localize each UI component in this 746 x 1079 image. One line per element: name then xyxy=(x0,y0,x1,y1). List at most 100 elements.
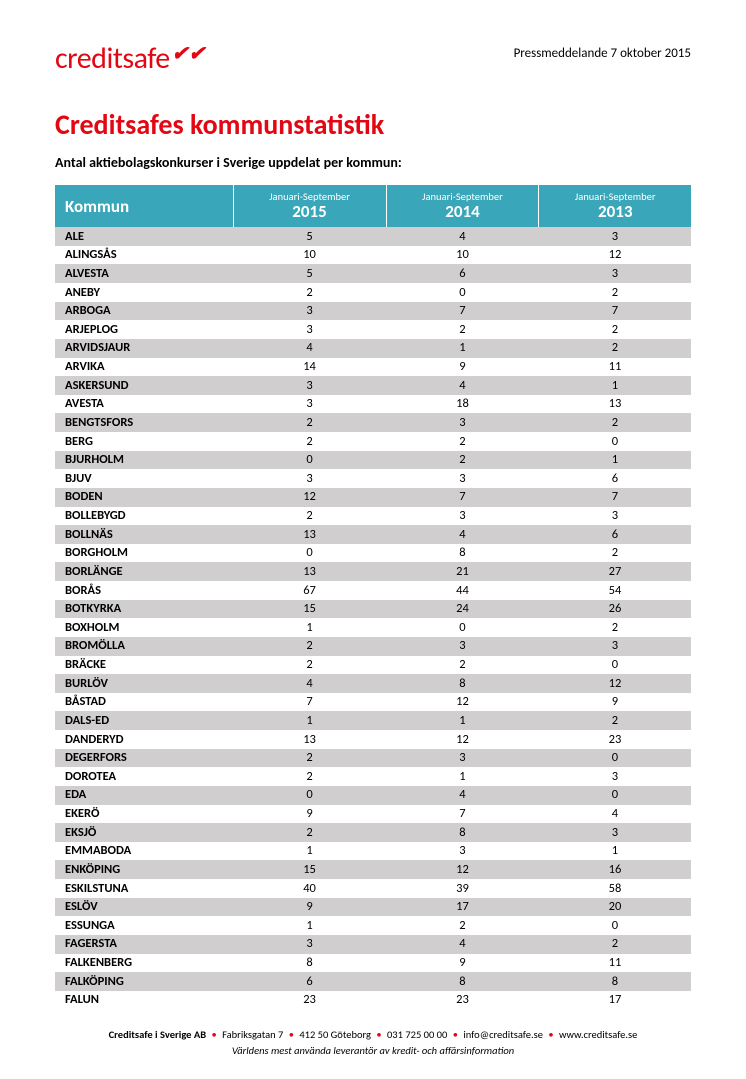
separator-icon: • xyxy=(545,1028,556,1041)
cell-value: 67 xyxy=(233,581,386,600)
press-release-line: Pressmeddelande 7 oktober 2015 xyxy=(514,40,691,61)
table-row: AVESTA31813 xyxy=(55,395,691,414)
table-row: ARVIKA14911 xyxy=(55,358,691,377)
cell-value: 3 xyxy=(386,507,539,526)
cell-value: 4 xyxy=(233,674,386,693)
cell-value: 16 xyxy=(539,860,691,879)
year-label: 2014 xyxy=(391,203,535,222)
cell-kommun: ESSUNGA xyxy=(55,916,233,935)
cell-value: 7 xyxy=(386,302,539,321)
cell-kommun: ARBOGA xyxy=(55,302,233,321)
cell-value: 44 xyxy=(386,581,539,600)
col-year-2: Januari-September 2013 xyxy=(539,185,691,227)
cell-value: 3 xyxy=(539,507,691,526)
cell-kommun: BJUV xyxy=(55,469,233,488)
cell-value: 2 xyxy=(233,767,386,786)
cell-kommun: EDA xyxy=(55,786,233,805)
logo-text: creditsafe xyxy=(55,40,170,77)
cell-value: 2 xyxy=(539,339,691,358)
cell-value: 0 xyxy=(233,544,386,563)
table-row: BOLLEBYGD233 xyxy=(55,507,691,526)
cell-value: 1 xyxy=(539,451,691,470)
table-row: ASKERSUND341 xyxy=(55,376,691,395)
cell-value: 7 xyxy=(386,488,539,507)
cell-kommun: BODEN xyxy=(55,488,233,507)
cell-value: 3 xyxy=(539,823,691,842)
cell-kommun: BOLLEBYGD xyxy=(55,507,233,526)
cell-value: 23 xyxy=(386,991,539,1010)
cell-value: 4 xyxy=(386,935,539,954)
cell-kommun: ALVESTA xyxy=(55,264,233,283)
table-row: BENGTSFORS232 xyxy=(55,413,691,432)
cell-kommun: BORGHOLM xyxy=(55,544,233,563)
cell-value: 39 xyxy=(386,879,539,898)
cell-kommun: FALUN xyxy=(55,991,233,1010)
cell-value: 2 xyxy=(539,283,691,302)
cell-kommun: BERG xyxy=(55,432,233,451)
cell-value: 9 xyxy=(233,805,386,824)
table-row: DOROTEA213 xyxy=(55,767,691,786)
table-row: BODEN1277 xyxy=(55,488,691,507)
cell-value: 3 xyxy=(233,469,386,488)
cell-value: 2 xyxy=(233,413,386,432)
year-label: 2015 xyxy=(238,203,382,222)
cell-kommun: EKERÖ xyxy=(55,805,233,824)
cell-value: 4 xyxy=(386,376,539,395)
cell-value: 11 xyxy=(539,954,691,973)
cell-value: 1 xyxy=(233,842,386,861)
table-row: BORLÄNGE132127 xyxy=(55,562,691,581)
cell-value: 2 xyxy=(233,823,386,842)
footer: Creditsafe i Sverige AB • Fabriksgatan 7… xyxy=(55,1027,691,1059)
col-kommun: Kommun xyxy=(55,185,233,227)
table-row: ESLÖV91720 xyxy=(55,898,691,917)
cell-value: 2 xyxy=(539,618,691,637)
cell-value: 2 xyxy=(386,451,539,470)
footer-tagline: Världens mest använda leverantör av kred… xyxy=(55,1043,691,1059)
separator-icon: • xyxy=(286,1028,297,1041)
table-row: FALUN232317 xyxy=(55,991,691,1010)
cell-value: 40 xyxy=(233,879,386,898)
table-row: ESKILSTUNA403958 xyxy=(55,879,691,898)
table-row: BORGHOLM082 xyxy=(55,544,691,563)
cell-value: 3 xyxy=(386,749,539,768)
header: creditsafe ✔✔ Pressmeddelande 7 oktober … xyxy=(55,40,691,77)
cell-value: 2 xyxy=(386,320,539,339)
table-row: ALE543 xyxy=(55,227,691,246)
table-row: ALVESTA563 xyxy=(55,264,691,283)
cell-value: 12 xyxy=(539,674,691,693)
table-row: ALINGSÅS101012 xyxy=(55,246,691,265)
cell-kommun: ALINGSÅS xyxy=(55,246,233,265)
table-body: ALE543ALINGSÅS101012ALVESTA563ANEBY202AR… xyxy=(55,227,691,1009)
cell-value: 12 xyxy=(386,860,539,879)
cell-value: 0 xyxy=(539,656,691,675)
table-row: BURLÖV4812 xyxy=(55,674,691,693)
table-row: ENKÖPING151216 xyxy=(55,860,691,879)
table-row: DEGERFORS230 xyxy=(55,749,691,768)
footer-line-1: Creditsafe i Sverige AB • Fabriksgatan 7… xyxy=(55,1027,691,1043)
cell-value: 15 xyxy=(233,860,386,879)
cell-value: 1 xyxy=(386,711,539,730)
cell-kommun: ASKERSUND xyxy=(55,376,233,395)
cell-kommun: BOLLNÄS xyxy=(55,525,233,544)
cell-kommun: BORLÄNGE xyxy=(55,562,233,581)
cell-value: 4 xyxy=(539,805,691,824)
cell-value: 1 xyxy=(386,339,539,358)
table-row: BJURHOLM021 xyxy=(55,451,691,470)
cell-kommun: FALKENBERG xyxy=(55,954,233,973)
cell-value: 8 xyxy=(386,823,539,842)
table-row: EKSJÖ283 xyxy=(55,823,691,842)
cell-kommun: ALE xyxy=(55,227,233,246)
cell-kommun: BJURHOLM xyxy=(55,451,233,470)
cell-value: 6 xyxy=(386,264,539,283)
cell-value: 9 xyxy=(386,954,539,973)
footer-postal: 412 50 Göteborg xyxy=(299,1028,371,1041)
cell-kommun: DALS-ED xyxy=(55,711,233,730)
cell-value: 17 xyxy=(386,898,539,917)
cell-value: 8 xyxy=(233,954,386,973)
table-header: Kommun Januari-September 2015 Januari-Se… xyxy=(55,185,691,227)
cell-value: 8 xyxy=(386,544,539,563)
cell-value: 1 xyxy=(233,916,386,935)
col-year-1: Januari-September 2014 xyxy=(386,185,539,227)
cell-value: 0 xyxy=(539,432,691,451)
cell-kommun: BENGTSFORS xyxy=(55,413,233,432)
